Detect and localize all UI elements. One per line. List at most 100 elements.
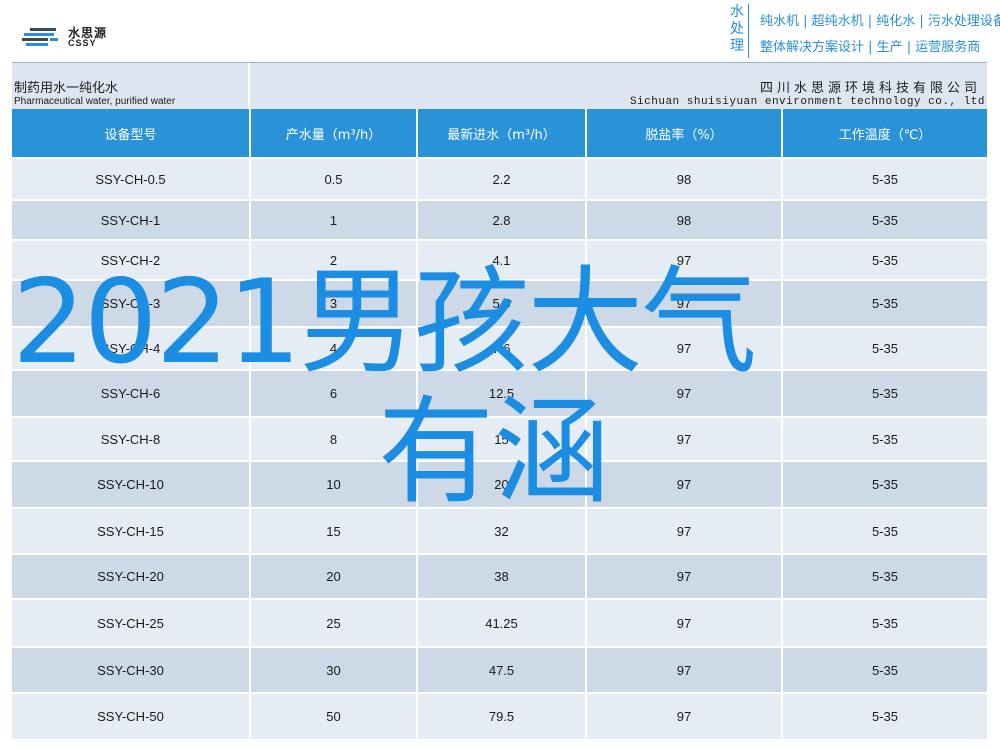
header: 水思源 CSSY 水 处 理 纯水机 | 超纯水机 | 纯化水 | 污水处理设备…	[0, 0, 1000, 62]
cell-model: SSY-CH-0.5	[12, 158, 251, 201]
cell-output: 20	[250, 554, 418, 600]
table-row: SSY-CH-0.5 0.5 2.2 98 5-35	[12, 158, 987, 201]
spec-table: 设备型号 产水量（m³/h） 最新进水（m³/h） 脱盐率（%） 工作温度（℃）…	[12, 109, 987, 741]
company-name-en: Sichuan shuisiyuan environment technolog…	[629, 96, 985, 110]
cell-inflow: 15	[417, 417, 587, 462]
logo-name: 水思源	[68, 26, 108, 40]
cell-desalination: 97	[586, 280, 783, 328]
cell-output: 4	[250, 327, 418, 371]
cell-output: 6	[250, 370, 418, 418]
table-row: SSY-CH-25 25 41.25 97 5-35	[12, 599, 987, 648]
cell-desalination: 97	[586, 693, 783, 741]
cell-inflow: 4.1	[417, 240, 587, 281]
table-row: SSY-CH-6 6 12.5 97 5-35	[12, 370, 987, 418]
cell-output: 8	[250, 417, 418, 462]
company-bar: 制药用水一纯化水 Pharmaceutical water, purified …	[12, 62, 987, 110]
cell-model: SSY-CH-4	[12, 327, 251, 371]
cell-output: 50	[250, 693, 418, 741]
cell-output: 30	[250, 647, 418, 694]
product-title-en: Pharmaceutical water, purified water	[14, 96, 176, 107]
tagline-box: 水 处 理 纯水机 | 超纯水机 | 纯化水 | 污水处理设备 整体解决方案设计…	[726, 4, 1000, 58]
cell-inflow: 2.2	[417, 158, 587, 201]
cell-temperature: 5-35	[782, 158, 987, 201]
cell-model: SSY-CH-15	[12, 508, 251, 555]
cell-model: SSY-CH-25	[12, 599, 251, 648]
product-title-cn: 制药用水一纯化水	[14, 81, 119, 96]
cell-desalination: 97	[586, 554, 783, 600]
cell-model: SSY-CH-6	[12, 370, 251, 418]
cell-desalination: 98	[586, 200, 783, 241]
cell-temperature: 5-35	[782, 280, 987, 328]
cell-temperature: 5-35	[782, 327, 987, 371]
tagline-products: 纯水机 | 超纯水机 | 纯化水 | 污水处理设备	[760, 14, 1000, 29]
table-row: SSY-CH-20 20 38 97 5-35	[12, 554, 987, 600]
cell-model: SSY-CH-1	[12, 200, 251, 241]
table-header-row: 设备型号 产水量（m³/h） 最新进水（m³/h） 脱盐率（%） 工作温度（℃）	[12, 109, 987, 159]
cell-desalination: 97	[586, 417, 783, 462]
table-row: SSY-CH-50 50 79.5 97 5-35	[12, 693, 987, 741]
cell-inflow: 79.5	[417, 693, 587, 741]
cell-desalination: 97	[586, 370, 783, 418]
badge-char: 理	[730, 38, 744, 54]
cell-desalination: 97	[586, 599, 783, 648]
table-body: SSY-CH-0.5 0.5 2.2 98 5-35 SSY-CH-1 1 2.8 98 5-35…	[12, 158, 987, 741]
cell-desalination: 97	[586, 508, 783, 555]
cell-model: SSY-CH-10	[12, 461, 251, 509]
table-row: SSY-CH-30 30 47.5 97 5-35	[12, 647, 987, 694]
col-header-model: 设备型号	[12, 109, 251, 159]
table-row: SSY-CH-1 1 2.8 98 5-35	[12, 200, 987, 241]
table-row: SSY-CH-10 10 20 97 5-35	[12, 461, 987, 509]
cell-output: 3	[250, 280, 418, 328]
cell-inflow: 41.25	[417, 599, 587, 648]
col-header-output: 产水量（m³/h）	[250, 109, 418, 159]
table-row: SSY-CH-4 4 7.6 97 5-35	[12, 327, 987, 371]
cell-inflow: 47.5	[417, 647, 587, 694]
col-header-desalination: 脱盐率（%）	[586, 109, 783, 159]
col-header-inflow: 最新进水（m³/h）	[417, 109, 587, 159]
brand-logo[interactable]: 水思源 CSSY	[20, 24, 120, 54]
cell-model: SSY-CH-20	[12, 554, 251, 600]
cell-temperature: 5-35	[782, 599, 987, 648]
product-title-cell: 制药用水一纯化水 Pharmaceutical water, purified …	[12, 63, 250, 109]
cell-inflow: 12.5	[417, 370, 587, 418]
cell-model: SSY-CH-3	[12, 280, 251, 328]
cell-inflow: 7.6	[417, 327, 587, 371]
cell-temperature: 5-35	[782, 693, 987, 741]
vertical-badge: 水 处 理	[726, 4, 749, 58]
cell-temperature: 5-35	[782, 508, 987, 555]
cell-desalination: 98	[586, 158, 783, 201]
cell-desalination: 97	[586, 647, 783, 694]
cell-output: 25	[250, 599, 418, 648]
cell-temperature: 5-35	[782, 240, 987, 281]
cell-temperature: 5-35	[782, 417, 987, 462]
badge-char: 水	[730, 4, 744, 20]
cell-desalination: 97	[586, 461, 783, 509]
cell-inflow: 2.8	[417, 200, 587, 241]
table-row: SSY-CH-8 8 15 97 5-35	[12, 417, 987, 462]
cell-temperature: 5-35	[782, 461, 987, 509]
tagline-services: 整体解决方案设计 | 生产 | 运营服务商	[760, 40, 981, 55]
table-row: SSY-CH-3 3 5.5 97 5-35	[12, 280, 987, 328]
cell-output: 15	[250, 508, 418, 555]
cell-output: 10	[250, 461, 418, 509]
company-name-cn: 四川水思源环境科技有限公司	[759, 81, 981, 96]
cell-desalination: 97	[586, 327, 783, 371]
cell-output: 2	[250, 240, 418, 281]
cell-temperature: 5-35	[782, 554, 987, 600]
badge-char: 处	[730, 21, 744, 37]
cell-inflow: 5.5	[417, 280, 587, 328]
water-logo-icon	[22, 28, 58, 46]
cell-temperature: 5-35	[782, 647, 987, 694]
logo-subtitle: CSSY	[68, 38, 97, 48]
cell-temperature: 5-35	[782, 370, 987, 418]
cell-temperature: 5-35	[782, 200, 987, 241]
cell-model: SSY-CH-50	[12, 693, 251, 741]
cell-inflow: 20	[417, 461, 587, 509]
cell-output: 0.5	[250, 158, 418, 201]
cell-inflow: 38	[417, 554, 587, 600]
cell-model: SSY-CH-30	[12, 647, 251, 694]
cell-inflow: 32	[417, 508, 587, 555]
cell-desalination: 97	[586, 240, 783, 281]
table-row: SSY-CH-15 15 32 97 5-35	[12, 508, 987, 555]
table-row: SSY-CH-2 2 4.1 97 5-35	[12, 240, 987, 281]
